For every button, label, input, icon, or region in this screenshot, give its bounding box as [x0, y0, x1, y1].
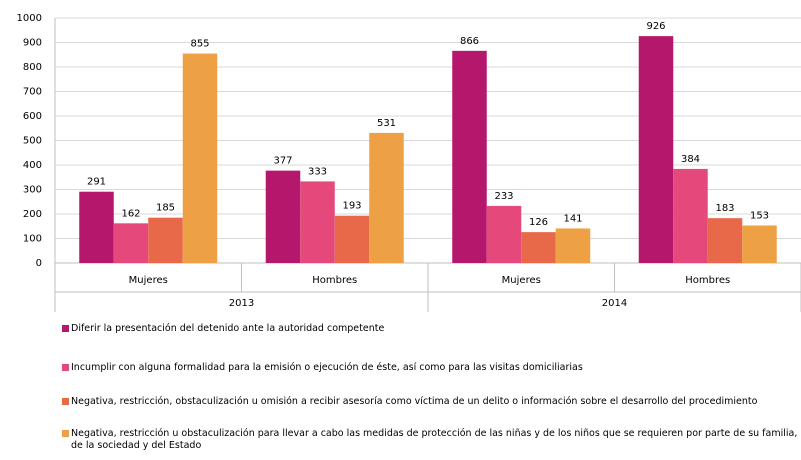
legend-item: Negativa, restricción, obstaculización u…	[62, 396, 801, 408]
data-label: 126	[529, 217, 548, 228]
bar	[638, 36, 674, 263]
bar	[673, 168, 708, 263]
y-tick-label: 1000	[17, 13, 42, 24]
data-label: 377	[273, 156, 292, 167]
bar	[182, 53, 218, 264]
data-label: 183	[715, 203, 734, 214]
y-tick-label: 400	[23, 160, 42, 171]
bar	[369, 132, 404, 263]
bar	[148, 217, 183, 263]
bar	[707, 218, 743, 263]
data-label: 291	[87, 177, 106, 188]
data-label: 926	[646, 21, 665, 32]
y-tick-label: 100	[23, 234, 42, 245]
data-label: 855	[190, 39, 209, 50]
legend-label: Diferir la presentación del detenido ant…	[71, 323, 385, 334]
bar	[486, 205, 522, 263]
y-tick-label: 200	[23, 209, 42, 220]
year-label: 2013	[229, 298, 254, 309]
data-label: 384	[681, 154, 700, 165]
year-label: 2014	[602, 298, 627, 309]
data-label: 866	[460, 36, 479, 47]
legend-item: Negativa, restricción u obstaculización …	[62, 428, 801, 452]
bar	[79, 191, 114, 263]
legend-swatch	[62, 325, 69, 332]
x-tick-label: Mujeres	[502, 275, 541, 286]
y-tick-label: 600	[23, 111, 42, 122]
legend-item: Incumplir con alguna formalidad para la …	[62, 362, 801, 374]
bar	[452, 50, 487, 263]
x-tick-label: Hombres	[685, 275, 730, 286]
x-tick-label: Hombres	[312, 275, 357, 286]
y-tick-label: 900	[23, 38, 42, 49]
bar	[521, 232, 556, 263]
bar	[265, 170, 301, 263]
data-label: 162	[121, 208, 140, 219]
chart: 0 100 200 300 400 500 600 700 800 900 1000 Mujeres H…	[17, 13, 801, 312]
legend-swatch	[62, 430, 69, 437]
legend-label: Negativa, restricción u obstaculización …	[71, 428, 798, 451]
bar	[113, 223, 149, 263]
y-tick-label: 500	[23, 136, 42, 147]
data-label: 185	[156, 203, 175, 214]
legend-swatch	[62, 364, 69, 371]
bar	[742, 225, 777, 263]
bar	[555, 228, 591, 263]
bar	[334, 215, 370, 263]
data-label: 141	[563, 213, 582, 224]
x-tick-label: Mujeres	[129, 275, 168, 286]
data-label: 193	[342, 201, 361, 212]
data-label: 333	[308, 166, 327, 177]
legend-item: Diferir la presentación del detenido ant…	[62, 323, 801, 335]
y-tick-label: 700	[23, 87, 42, 98]
y-tick-label: 300	[23, 185, 42, 196]
data-label: 233	[494, 191, 513, 202]
legend-swatch	[62, 398, 69, 405]
data-label: 531	[377, 118, 396, 129]
legend-label: Incumplir con alguna formalidad para la …	[71, 362, 583, 373]
data-label: 153	[750, 211, 769, 222]
bar	[300, 181, 335, 263]
y-tick-label: 800	[23, 62, 42, 73]
y-tick-label: 0	[36, 258, 42, 269]
legend-label: Negativa, restricción, obstaculización u…	[71, 396, 758, 407]
